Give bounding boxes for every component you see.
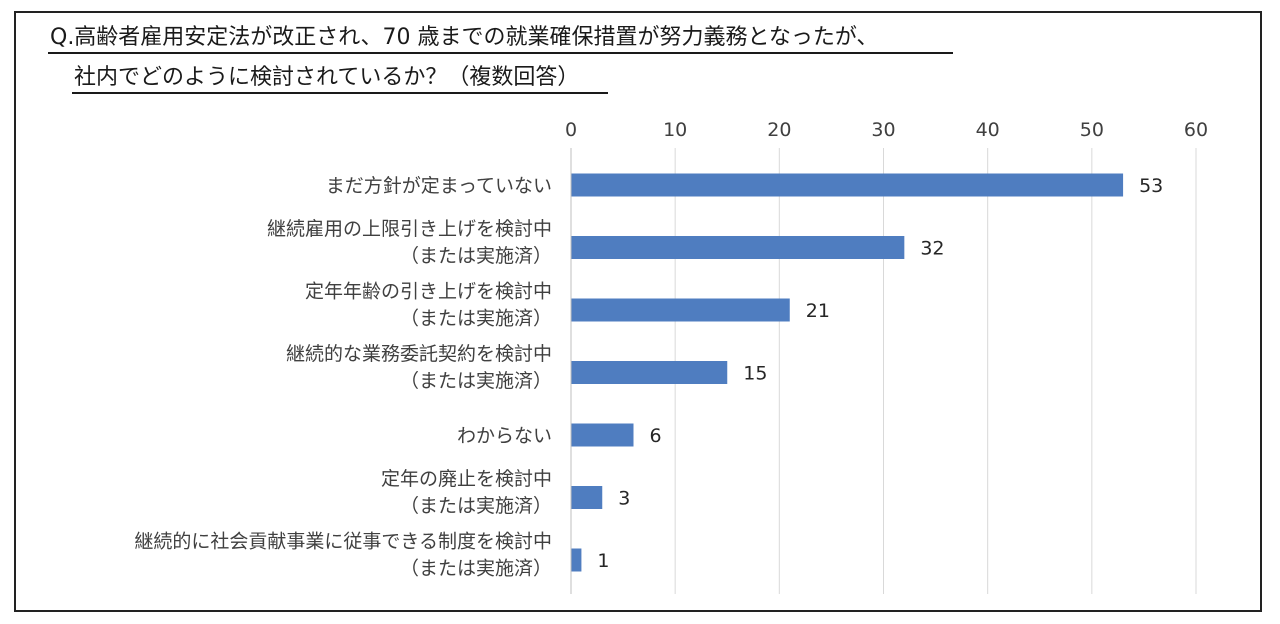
bar: [571, 173, 1124, 197]
bar: [571, 298, 790, 322]
x-tick-label: 10: [663, 119, 687, 141]
x-tick-label: 60: [1184, 119, 1208, 141]
x-tick-label: 0: [565, 119, 577, 141]
data-label: 6: [650, 425, 662, 447]
bar: [571, 236, 905, 259]
bar: [571, 423, 634, 447]
category-label: 継続的に社会貢献事業に従事できる制度を検討中: [134, 531, 552, 553]
category-label: 定年の廃止を検討中: [381, 468, 552, 490]
title-underline-1: [48, 52, 953, 54]
data-label: 3: [618, 488, 630, 510]
category-label: （または実施済）: [400, 308, 552, 330]
data-label: 32: [920, 238, 944, 260]
category-label: わからない: [457, 425, 552, 447]
x-tick-label: 30: [871, 119, 895, 141]
data-label: 15: [743, 363, 767, 385]
chart-frame: [14, 11, 1262, 612]
data-label: 53: [1139, 175, 1163, 197]
category-label: 継続的な業務委託契約を検討中: [286, 343, 552, 365]
category-label: （または実施済）: [400, 245, 552, 267]
category-label: （または実施済）: [400, 495, 552, 517]
data-label: 1: [597, 550, 609, 572]
chart-title-line-2: 社内でどのように検討されているか？（複数回答）: [74, 65, 580, 90]
x-tick-label: 40: [976, 119, 1000, 141]
category-label: 継続雇用の上限引き上げを検討中: [267, 218, 552, 240]
chart-title-line-1: Q.高齢者雇用安定法が改正され、70 歳までの就業確保措置が努力義務となったが、: [50, 25, 879, 50]
category-label: 定年年齢の引き上げを検討中: [305, 281, 552, 303]
bar: [571, 548, 582, 572]
x-tick-label: 20: [767, 119, 791, 141]
category-label: （または実施済）: [400, 370, 552, 392]
category-label: （または実施済）: [400, 558, 552, 580]
bar: [571, 486, 603, 509]
title-underline-2: [72, 92, 608, 94]
data-label: 21: [806, 300, 830, 322]
bar: [571, 361, 728, 384]
category-label: まだ方針が定まっていない: [326, 175, 552, 197]
x-tick-label: 50: [1080, 119, 1104, 141]
